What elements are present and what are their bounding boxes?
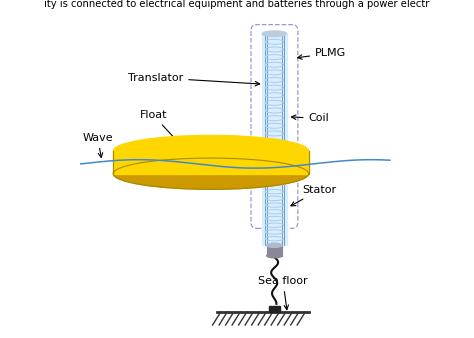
Text: Stator: Stator — [291, 185, 336, 206]
Ellipse shape — [113, 158, 309, 189]
Text: Sea floor: Sea floor — [258, 276, 308, 310]
Ellipse shape — [266, 243, 282, 247]
Bar — [266, 245, 282, 256]
Text: Wave: Wave — [82, 133, 113, 158]
Bar — [113, 151, 309, 174]
Bar — [269, 307, 280, 312]
Ellipse shape — [266, 254, 282, 258]
Text: PLMG: PLMG — [298, 48, 346, 59]
Bar — [262, 185, 287, 245]
Ellipse shape — [262, 31, 287, 37]
Text: Translator: Translator — [128, 73, 260, 86]
Ellipse shape — [113, 135, 309, 167]
Bar — [262, 34, 287, 141]
Text: Float: Float — [139, 110, 182, 146]
Text: ity is connected to electrical equipment and batteries through a power electr: ity is connected to electrical equipment… — [44, 0, 430, 9]
Text: Coil: Coil — [292, 113, 329, 123]
